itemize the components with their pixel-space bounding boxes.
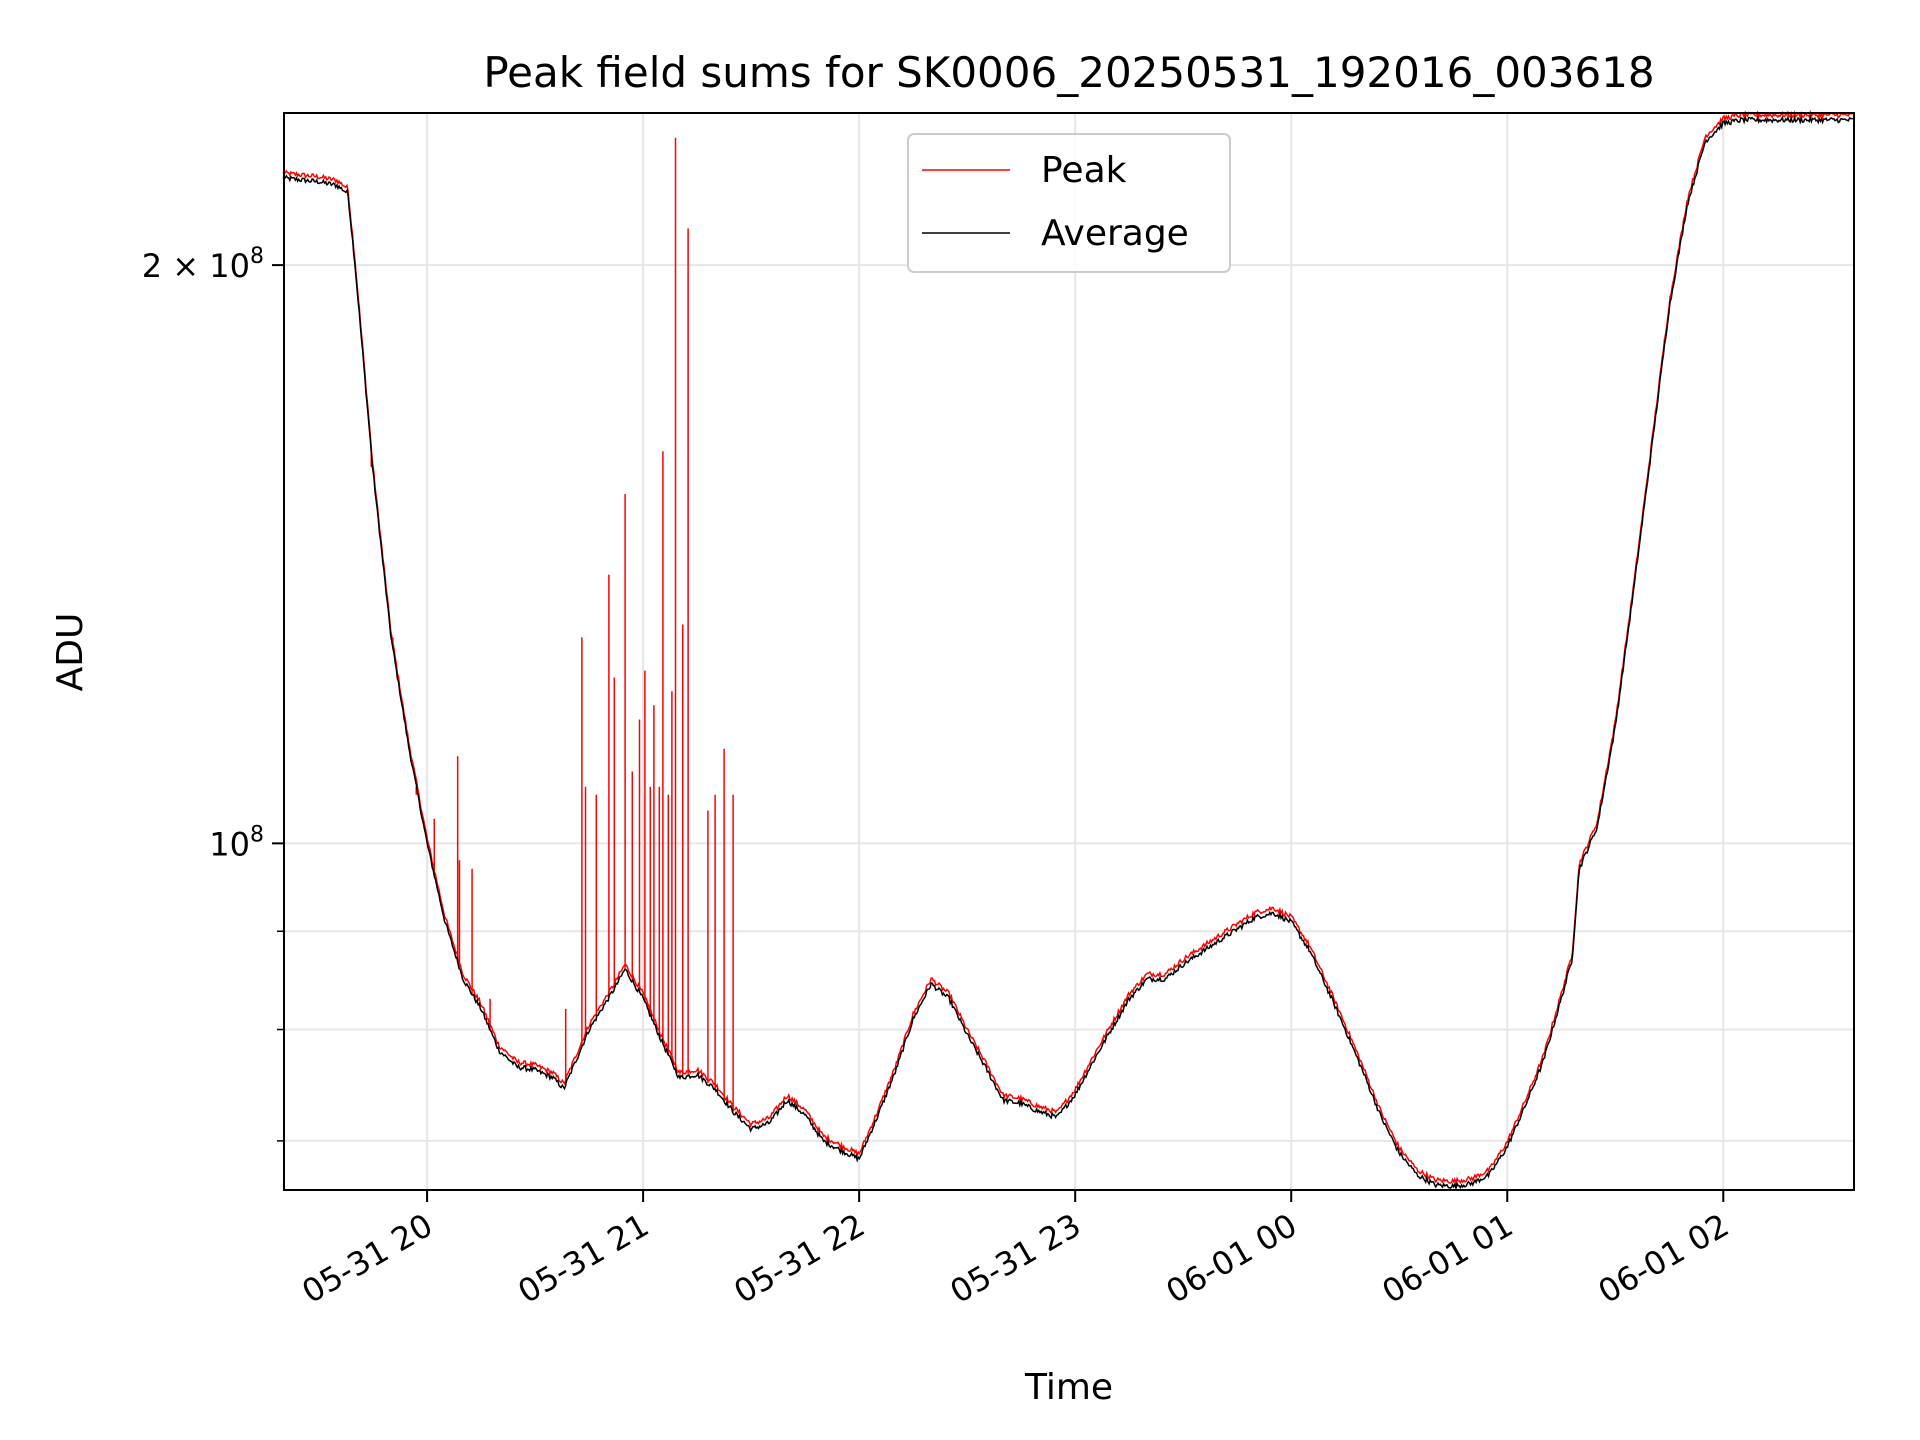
x-axis-label: Time <box>1024 1367 1113 1408</box>
legend-box <box>907 133 1231 273</box>
legend-average-label: Average <box>1041 213 1189 254</box>
legend: Peak Average <box>907 133 1231 273</box>
legend-peak-label: Peak <box>1041 150 1127 191</box>
y-tick-label: 108 <box>209 822 264 863</box>
chart-title: Peak field sums for SK0006_20250531_1920… <box>483 48 1654 97</box>
grid-lines <box>284 113 1854 1190</box>
plot-frame <box>283 112 1855 1191</box>
y-tick-label: 2 × 108 <box>142 244 264 285</box>
average-series-line <box>282 114 1853 1192</box>
series-layer <box>282 109 1853 1192</box>
peak-series-line <box>282 109 1853 1187</box>
y-axis-label: ADU <box>50 613 91 692</box>
